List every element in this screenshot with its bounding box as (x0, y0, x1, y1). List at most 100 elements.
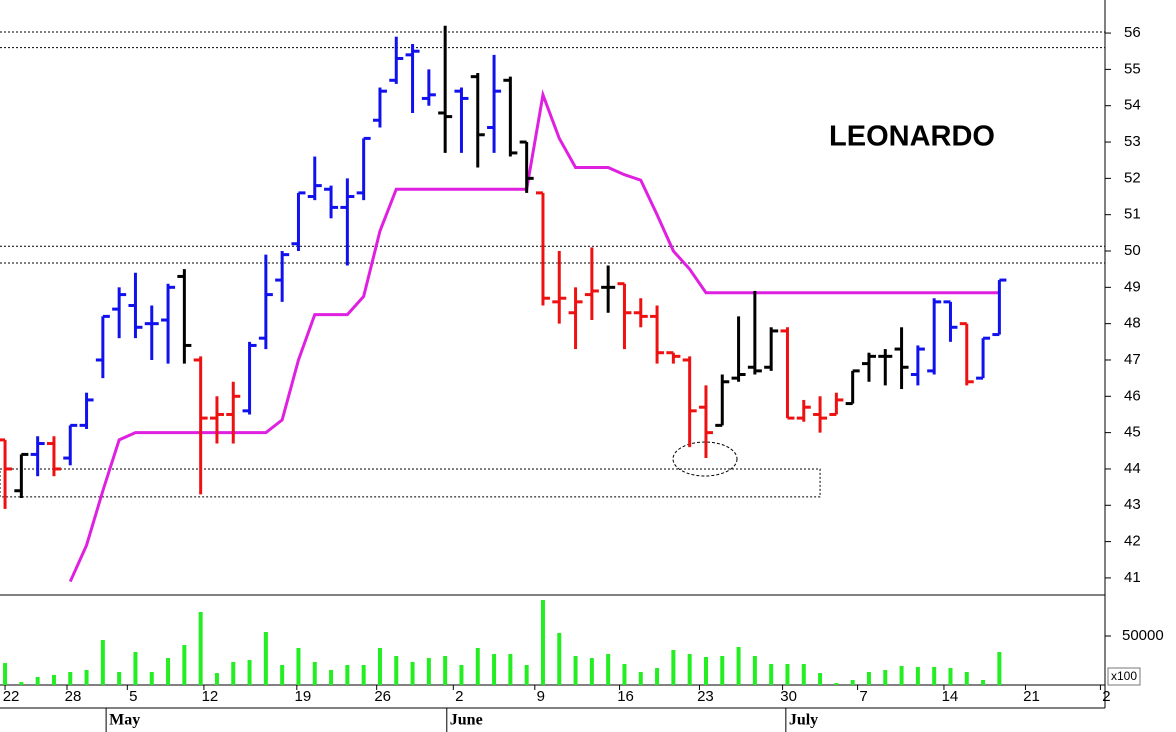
x-tick-label: 16 (617, 688, 634, 705)
y-tick-label: 41 (1124, 569, 1141, 586)
volume-bar (394, 655, 399, 685)
volume-bar (883, 670, 888, 685)
volume-bar (329, 670, 334, 685)
y-tick-label: 45 (1124, 424, 1141, 441)
volume-bar (508, 654, 513, 685)
volume-bar (68, 671, 73, 685)
volume-bar (785, 664, 790, 685)
volume-bar (736, 646, 741, 685)
volume-bar (964, 671, 969, 685)
volume-bar (377, 647, 382, 685)
x-tick-label: 14 (942, 688, 959, 705)
volume-bar (410, 661, 415, 685)
volume-bar (263, 631, 268, 685)
volume-bar (3, 663, 8, 685)
volume-bar (459, 665, 464, 685)
volume-bar (573, 655, 578, 685)
volume-bar (671, 650, 676, 685)
volume-bar (247, 660, 252, 685)
volume-bar (752, 655, 757, 685)
y-tick-label: 46 (1124, 387, 1141, 404)
y-tick-label: 53 (1124, 133, 1141, 150)
volume-bar (915, 666, 920, 685)
stop-line (68, 89, 1000, 583)
volume-bar (606, 654, 611, 685)
month-label: May (109, 712, 140, 729)
volume-bar (818, 673, 823, 685)
chart-title: LEONARDO (829, 121, 995, 153)
x-tick-label: 5 (129, 688, 137, 705)
y-tick-label: 56 (1124, 24, 1141, 41)
x-tick-label: 21 (1023, 688, 1040, 705)
y-tick-label: 50 (1124, 242, 1141, 259)
volume-bar (443, 655, 448, 685)
y-tick-label: 43 (1124, 496, 1141, 513)
volume-bar (345, 665, 350, 685)
volume-bar (426, 658, 431, 685)
volume-bar (638, 671, 643, 685)
y-tick-label: 51 (1124, 206, 1141, 223)
volume-bar (35, 676, 40, 685)
month-label: June (450, 712, 483, 729)
volume-bar (850, 680, 855, 685)
y-tick-label: 47 (1124, 351, 1141, 368)
volume-bar (769, 664, 774, 685)
volume-bar (948, 668, 953, 685)
x-tick-label: 2 (1102, 688, 1110, 705)
volume-bar (361, 665, 366, 685)
volume-bar (703, 656, 708, 685)
y-tick-label: 49 (1124, 278, 1141, 295)
volume-bar (166, 658, 171, 685)
volume-bar (475, 647, 480, 685)
x-tick-label: 23 (697, 688, 714, 705)
volume-bar (687, 654, 692, 685)
x-tick-label: 28 (65, 688, 82, 705)
y-tick-label: 54 (1124, 97, 1141, 114)
volume-bar (100, 640, 105, 685)
y-tick-label: 55 (1124, 60, 1141, 77)
volume-bar (834, 683, 839, 685)
volume-bar (280, 665, 285, 685)
x-tick-label: 12 (202, 688, 219, 705)
x-tick-label: 22 (3, 688, 20, 705)
volume-bar (720, 655, 725, 685)
volume-bar (557, 632, 562, 685)
volume-bar (540, 600, 545, 685)
y-tick-label: 42 (1124, 533, 1141, 550)
x-tick-label: 7 (859, 688, 867, 705)
volume-bar (182, 645, 187, 685)
volume-bar (524, 665, 529, 685)
volume-bar (214, 673, 219, 685)
volume-bar (51, 675, 56, 685)
volume-bar (19, 682, 24, 685)
volume-bar (997, 651, 1002, 685)
volume-bar (932, 666, 937, 685)
x-tick-label: 9 (537, 688, 545, 705)
unit-box (1107, 667, 1141, 686)
volume-bar (589, 658, 594, 685)
volume-bar (655, 668, 660, 685)
volume-bar (866, 671, 871, 685)
volume-tick-label: 50000 (1122, 627, 1164, 644)
volume-bar (622, 664, 627, 685)
volume-bar (133, 651, 138, 685)
volume-bar (899, 665, 904, 685)
y-tick-label: 52 (1124, 169, 1141, 186)
volume-unit: x100 (1111, 669, 1137, 683)
volume-bar (198, 611, 203, 685)
volume-bar (296, 647, 301, 685)
volume-bar (981, 680, 986, 685)
volume-bar (492, 654, 497, 685)
volume-bar (312, 661, 317, 685)
y-tick-label: 48 (1124, 315, 1141, 332)
x-tick-label: 19 (294, 688, 311, 705)
month-label: July (789, 712, 818, 729)
volume-bar (801, 664, 806, 685)
volume-bar (149, 671, 154, 685)
volume-bar (84, 670, 89, 685)
x-tick-label: 30 (780, 688, 797, 705)
x-tick-label: 2 (455, 688, 463, 705)
y-tick-label: 44 (1124, 460, 1141, 477)
x-tick-label: 26 (374, 688, 391, 705)
